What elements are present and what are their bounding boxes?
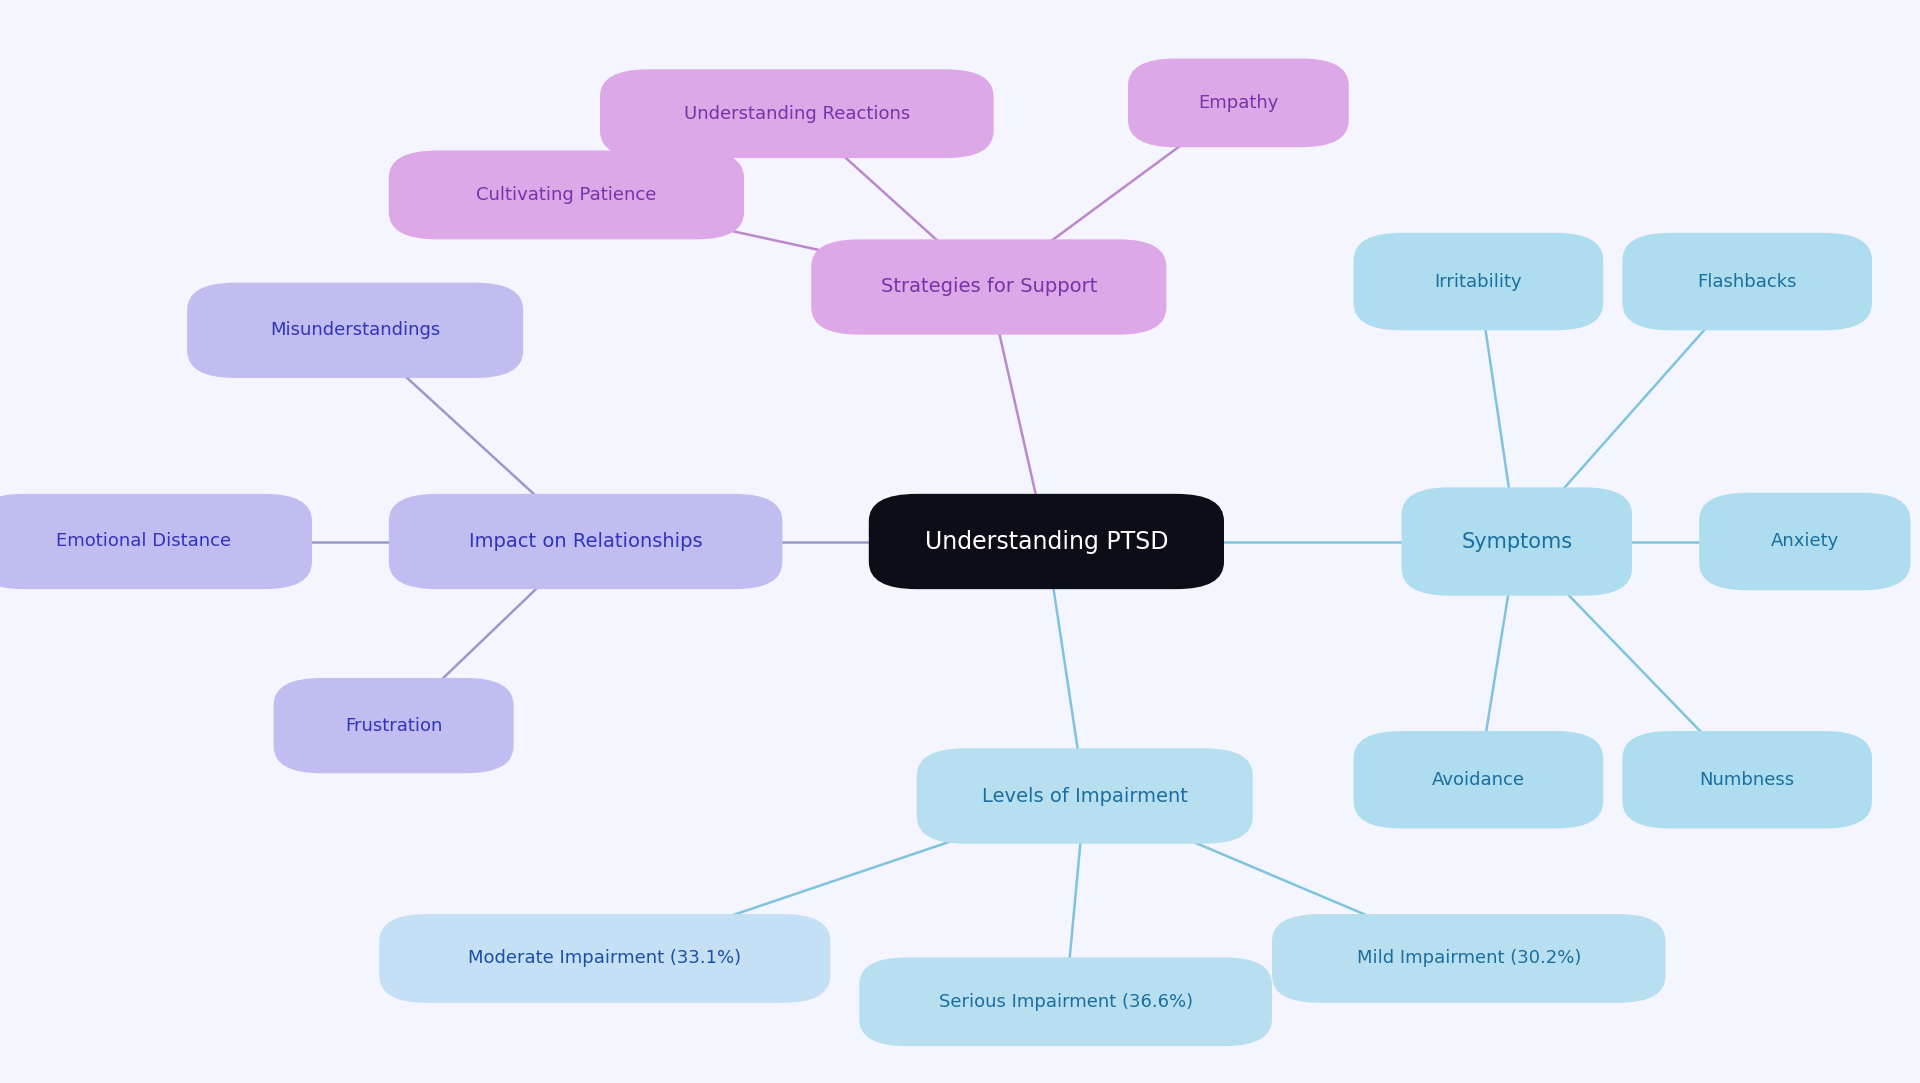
Text: Serious Impairment (36.6%): Serious Impairment (36.6%) (939, 993, 1192, 1010)
Text: Emotional Distance: Emotional Distance (56, 533, 232, 550)
FancyBboxPatch shape (916, 748, 1252, 844)
Text: Strategies for Support: Strategies for Support (881, 277, 1096, 297)
FancyBboxPatch shape (599, 69, 995, 158)
Text: Symptoms: Symptoms (1461, 532, 1572, 551)
FancyBboxPatch shape (1354, 233, 1603, 330)
FancyBboxPatch shape (1129, 58, 1348, 147)
FancyBboxPatch shape (810, 239, 1165, 335)
FancyBboxPatch shape (1354, 731, 1603, 828)
Text: Misunderstandings: Misunderstandings (271, 322, 440, 339)
FancyBboxPatch shape (1622, 233, 1872, 330)
Text: Flashbacks: Flashbacks (1697, 273, 1797, 290)
Text: Irritability: Irritability (1434, 273, 1523, 290)
FancyBboxPatch shape (380, 914, 829, 1003)
FancyBboxPatch shape (868, 494, 1225, 589)
FancyBboxPatch shape (1271, 914, 1665, 1003)
Text: Mild Impairment (30.2%): Mild Impairment (30.2%) (1357, 950, 1580, 967)
Text: Levels of Impairment: Levels of Impairment (981, 786, 1188, 806)
Text: Numbness: Numbness (1699, 771, 1795, 788)
Text: Understanding PTSD: Understanding PTSD (925, 530, 1167, 553)
FancyBboxPatch shape (188, 283, 522, 378)
FancyBboxPatch shape (860, 957, 1273, 1046)
FancyBboxPatch shape (273, 678, 513, 773)
FancyBboxPatch shape (1622, 731, 1872, 828)
Text: Cultivating Patience: Cultivating Patience (476, 186, 657, 204)
Text: Impact on Relationships: Impact on Relationships (468, 532, 703, 551)
FancyBboxPatch shape (1699, 493, 1910, 590)
FancyBboxPatch shape (388, 151, 743, 239)
Text: Moderate Impairment (33.1%): Moderate Impairment (33.1%) (468, 950, 741, 967)
Text: Anxiety: Anxiety (1770, 533, 1839, 550)
Text: Frustration: Frustration (346, 717, 442, 734)
FancyBboxPatch shape (0, 494, 311, 589)
FancyBboxPatch shape (1402, 487, 1632, 596)
Text: Empathy: Empathy (1198, 94, 1279, 112)
FancyBboxPatch shape (388, 494, 783, 589)
Text: Understanding Reactions: Understanding Reactions (684, 105, 910, 122)
Text: Avoidance: Avoidance (1432, 771, 1524, 788)
